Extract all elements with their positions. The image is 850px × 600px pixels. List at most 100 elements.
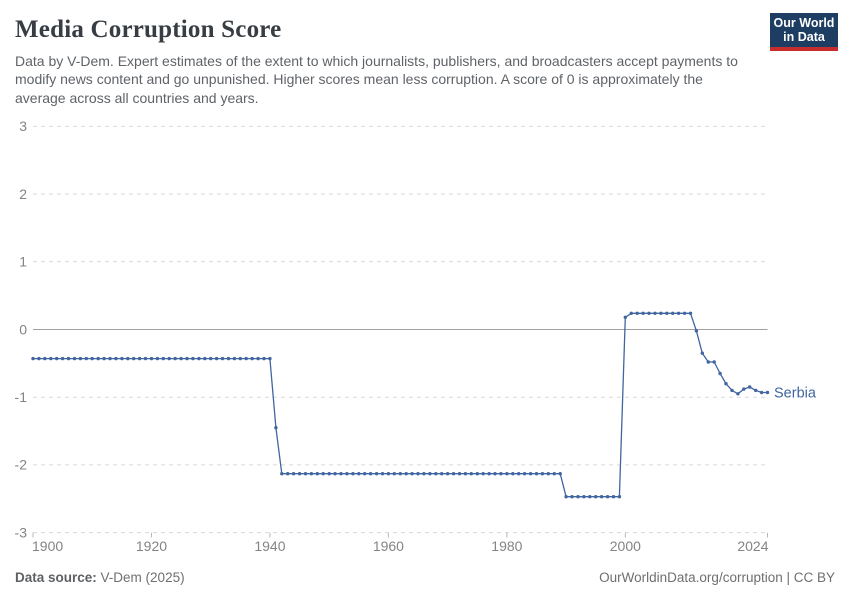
data-point[interactable] [736, 392, 740, 396]
data-point[interactable] [179, 356, 183, 361]
data-point[interactable] [114, 356, 118, 361]
data-point[interactable] [487, 472, 491, 476]
data-point[interactable] [137, 356, 142, 361]
data-point[interactable] [641, 311, 645, 315]
data-point[interactable] [730, 388, 734, 393]
data-point[interactable] [635, 311, 639, 315]
data-point[interactable] [528, 472, 533, 476]
data-point[interactable] [404, 472, 408, 476]
data-point[interactable] [647, 311, 651, 315]
data-point[interactable] [291, 472, 296, 476]
data-point[interactable] [327, 472, 331, 476]
data-point[interactable] [564, 495, 568, 499]
data-point[interactable] [43, 356, 47, 361]
data-point[interactable] [250, 356, 254, 361]
data-point[interactable] [552, 472, 556, 476]
data-point[interactable] [90, 356, 94, 361]
data-point[interactable] [759, 390, 764, 395]
data-point[interactable] [434, 472, 438, 476]
data-point[interactable] [274, 426, 278, 430]
data-point[interactable] [546, 472, 550, 476]
data-point[interactable] [700, 351, 704, 355]
data-point[interactable] [185, 356, 189, 361]
data-point[interactable] [451, 472, 456, 476]
data-point[interactable] [66, 356, 71, 361]
data-point[interactable] [694, 329, 699, 333]
data-point[interactable] [380, 472, 385, 476]
data-point[interactable] [653, 311, 657, 315]
data-point[interactable] [617, 495, 622, 499]
data-point[interactable] [102, 356, 106, 361]
data-point[interactable] [629, 311, 633, 315]
data-point[interactable] [262, 356, 266, 361]
data-point[interactable] [363, 472, 367, 476]
data-point[interactable] [232, 356, 237, 361]
data-point[interactable] [303, 472, 308, 476]
data-point[interactable] [534, 472, 539, 476]
data-point[interactable] [517, 472, 521, 476]
data-point[interactable] [582, 495, 586, 499]
data-point[interactable] [374, 472, 379, 476]
data-point[interactable] [511, 472, 515, 476]
data-point[interactable] [463, 472, 468, 476]
data-point[interactable] [392, 472, 396, 476]
data-point[interactable] [161, 356, 165, 361]
data-point[interactable] [197, 356, 201, 361]
data-point[interactable] [84, 356, 89, 361]
data-point[interactable] [108, 356, 112, 361]
data-point[interactable] [351, 472, 355, 476]
data-point[interactable] [665, 311, 669, 315]
data-point[interactable] [280, 472, 284, 476]
data-point[interactable] [754, 388, 758, 393]
data-point[interactable] [149, 356, 154, 361]
data-point[interactable] [576, 495, 580, 499]
data-point[interactable] [481, 472, 485, 476]
data-point[interactable] [742, 387, 746, 391]
data-point[interactable] [505, 472, 509, 476]
data-point[interactable] [220, 356, 225, 361]
data-point[interactable] [120, 356, 124, 361]
line-chart[interactable]: 3 2 1 0 -1 -2 -3 1900 1920 1940 1960 1980 2000 2024 Se… [0, 112, 850, 562]
data-point[interactable] [706, 360, 710, 364]
data-point[interactable] [339, 472, 343, 476]
data-point[interactable] [60, 356, 65, 361]
data-point[interactable] [203, 356, 207, 361]
data-point[interactable] [457, 472, 462, 476]
data-point[interactable] [682, 311, 687, 315]
data-point[interactable] [357, 472, 361, 476]
data-point[interactable] [345, 472, 349, 476]
data-point[interactable] [143, 356, 148, 361]
data-point[interactable] [440, 472, 444, 476]
data-point[interactable] [214, 356, 219, 361]
data-point[interactable] [309, 472, 314, 476]
data-point[interactable] [286, 472, 290, 476]
data-point[interactable] [209, 356, 213, 361]
data-point[interactable] [522, 472, 527, 476]
data-point[interactable] [386, 472, 391, 476]
data-point[interactable] [315, 472, 319, 476]
data-point[interactable] [96, 356, 100, 361]
data-point[interactable] [416, 472, 420, 476]
data-point[interactable] [594, 495, 598, 499]
data-point[interactable] [268, 356, 272, 361]
data-point[interactable] [605, 495, 610, 499]
data-point[interactable] [558, 472, 562, 476]
data-point[interactable] [410, 472, 414, 476]
data-point[interactable] [671, 311, 675, 315]
data-point[interactable] [368, 472, 373, 476]
data-point[interactable] [126, 356, 130, 361]
data-point[interactable] [173, 356, 177, 361]
data-point[interactable] [445, 472, 450, 476]
data-point[interactable] [712, 360, 716, 364]
data-point[interactable] [611, 495, 616, 499]
data-point[interactable] [724, 382, 728, 386]
data-point[interactable] [297, 472, 302, 476]
data-point[interactable] [540, 472, 545, 476]
data-point[interactable] [428, 472, 432, 476]
data-point[interactable] [623, 315, 627, 319]
data-point[interactable] [765, 390, 770, 395]
data-point[interactable] [167, 356, 171, 361]
data-point[interactable] [226, 356, 231, 361]
data-point[interactable] [132, 356, 136, 361]
